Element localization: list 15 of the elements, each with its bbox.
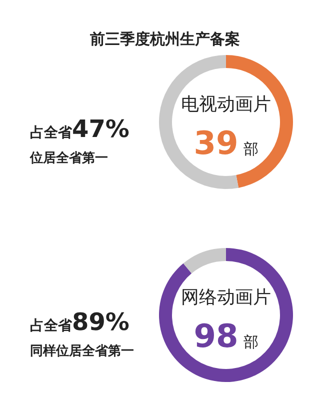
text: 位居全省第一	[29, 151, 108, 166]
text: 同样位居全省第一	[30, 344, 134, 359]
text: 部	[243, 140, 258, 158]
text: 网络动画片	[181, 287, 271, 308]
text: 98	[194, 317, 238, 355]
donut-slice	[159, 248, 293, 382]
chart-title: 前三季度杭州生产备案	[89, 30, 240, 48]
text: 47%	[72, 115, 130, 143]
text: 占全省	[30, 125, 73, 141]
text: 89%	[72, 308, 130, 336]
text: 占全省	[30, 318, 73, 334]
donut-slice	[183, 248, 226, 274]
text: 部	[243, 333, 258, 351]
text: 39	[194, 124, 238, 162]
text: 电视动画片	[181, 94, 271, 115]
